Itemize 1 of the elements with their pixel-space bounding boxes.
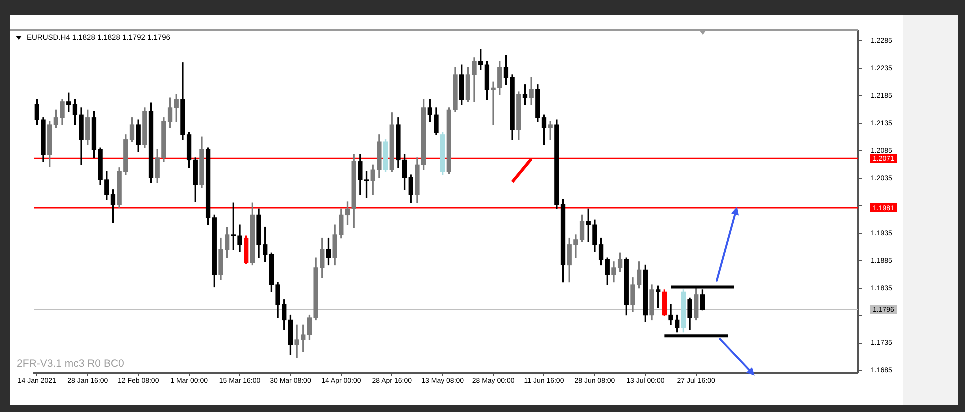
annotation: 2FR-V3.1 mc3 R0 BC0 — [17, 358, 125, 370]
